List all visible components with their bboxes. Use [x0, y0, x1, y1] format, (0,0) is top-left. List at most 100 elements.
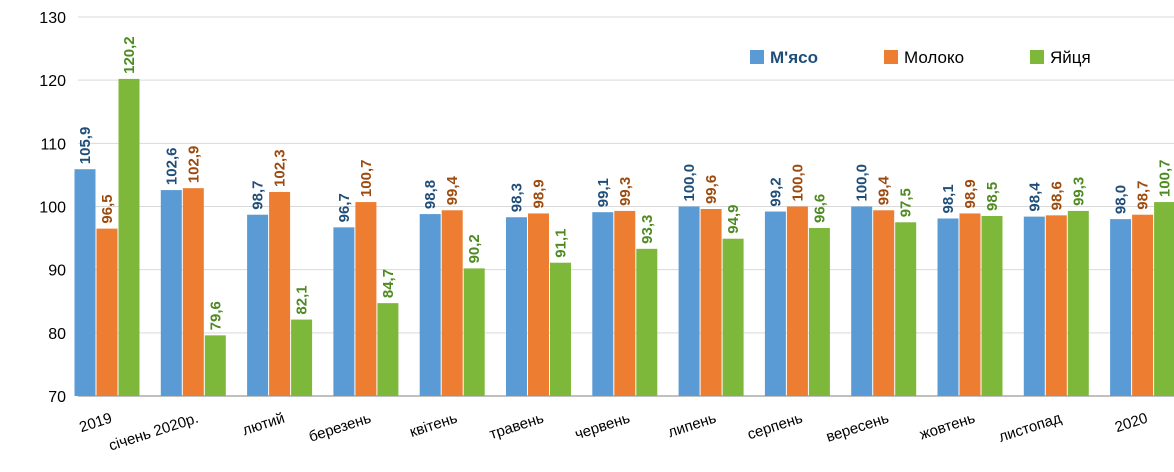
- data-label: 98,7: [1135, 181, 1152, 210]
- data-label: 96,5: [99, 194, 116, 223]
- data-label: 96,7: [336, 193, 353, 222]
- bar: [74, 169, 96, 396]
- data-label: 82,1: [294, 285, 311, 314]
- y-tick-label: 70: [48, 389, 66, 406]
- x-tick-label: травень: [487, 410, 545, 443]
- legend-label: Яйця: [1050, 48, 1091, 67]
- x-tick-label: березень: [307, 410, 374, 446]
- data-label: 98,7: [250, 181, 267, 210]
- data-label: 98,6: [1048, 181, 1065, 210]
- bar: [764, 211, 786, 396]
- data-label: 96,6: [811, 194, 828, 223]
- data-label: 98,8: [422, 180, 439, 209]
- y-tick-label: 130: [39, 10, 66, 27]
- x-tick-label: серпень: [745, 410, 804, 444]
- data-label: 100,0: [681, 164, 698, 202]
- data-label: 102,9: [185, 146, 202, 184]
- bar: [269, 191, 291, 396]
- data-label: 98,5: [984, 182, 1001, 211]
- bar: [959, 213, 981, 396]
- data-label: 99,6: [703, 175, 720, 204]
- bar: [1045, 215, 1067, 396]
- bar: [700, 209, 722, 396]
- bar: [786, 206, 808, 396]
- x-tick-label: квітень: [408, 410, 460, 441]
- data-label: 102,6: [163, 148, 180, 186]
- bar: [1067, 210, 1089, 396]
- bar: [96, 228, 118, 396]
- bar: [441, 210, 463, 396]
- bar: [550, 262, 571, 396]
- data-label: 120,2: [121, 36, 138, 74]
- x-tick-label: листопад: [997, 410, 1064, 446]
- bar: [873, 210, 895, 396]
- x-tick-label: 2019: [77, 410, 114, 436]
- bar: [678, 206, 700, 396]
- y-tick-label: 120: [39, 73, 66, 90]
- bar: [981, 215, 1003, 396]
- x-tick-label: лютий: [240, 410, 286, 440]
- data-label: 100,0: [854, 164, 871, 202]
- legend-swatch: [884, 50, 898, 64]
- data-label: 100,7: [358, 160, 375, 198]
- bar: [808, 227, 830, 396]
- bar: [592, 212, 614, 396]
- x-tick-label: червень: [573, 410, 632, 444]
- bar: [722, 238, 744, 396]
- x-tick-label: вересень: [824, 410, 891, 446]
- bar: [118, 78, 140, 397]
- y-tick-label: 100: [39, 200, 66, 217]
- x-tick-label: липень: [666, 410, 719, 442]
- data-label: 105,9: [77, 127, 94, 165]
- bars: [74, 78, 1174, 397]
- data-label: 98,0: [1113, 185, 1130, 214]
- data-label: 99,2: [767, 177, 784, 206]
- bar: [937, 218, 959, 396]
- y-axis-ticks: 70 80 90 100 110 120 130: [39, 10, 66, 406]
- legend-label: М'ясо: [770, 48, 818, 67]
- data-label: 90,2: [466, 234, 483, 263]
- data-label: 99,3: [617, 177, 634, 206]
- data-label: 79,6: [207, 301, 224, 330]
- bar: [895, 222, 917, 396]
- bar: [1154, 202, 1174, 396]
- bar: [419, 214, 441, 396]
- bar: [291, 319, 313, 396]
- x-tick-label: січень 2020р.: [107, 410, 201, 455]
- legend-swatch: [750, 50, 764, 64]
- data-label: 93,3: [639, 215, 656, 244]
- data-label: 100,0: [789, 164, 806, 202]
- bar: [247, 214, 269, 396]
- y-tick-label: 90: [48, 263, 66, 280]
- bar: [463, 268, 485, 396]
- bar: [851, 206, 873, 396]
- data-label: 98,9: [962, 179, 979, 208]
- data-label: 99,4: [444, 175, 461, 205]
- data-labels: 105,9 96,5 120,2 102,6 102,9 79,6 98,7 102,3 82,…: [77, 36, 1174, 330]
- data-label: 98,9: [531, 179, 548, 208]
- bar: [636, 248, 658, 396]
- data-label: 97,5: [898, 188, 915, 217]
- legend-swatch: [1030, 50, 1044, 64]
- x-tick-label: 2020: [1113, 410, 1150, 436]
- y-tick-label: 80: [48, 326, 66, 343]
- y-tick-label: 110: [40, 136, 66, 153]
- data-label: 94,9: [725, 205, 742, 234]
- bar: [506, 217, 527, 396]
- bar: [182, 188, 204, 396]
- bar: [377, 303, 399, 396]
- bar: [333, 227, 355, 396]
- data-label: 99,1: [595, 178, 612, 207]
- data-label: 102,3: [272, 149, 289, 187]
- bar: [528, 213, 549, 396]
- x-tick-label: жовтень: [918, 410, 978, 444]
- bar: [614, 210, 636, 396]
- legend-label: Молоко: [904, 48, 964, 67]
- data-label: 99,4: [876, 175, 893, 205]
- data-label: 98,1: [940, 184, 957, 213]
- bar: [355, 202, 377, 396]
- data-label: 91,1: [553, 229, 570, 258]
- bar: [1023, 216, 1045, 396]
